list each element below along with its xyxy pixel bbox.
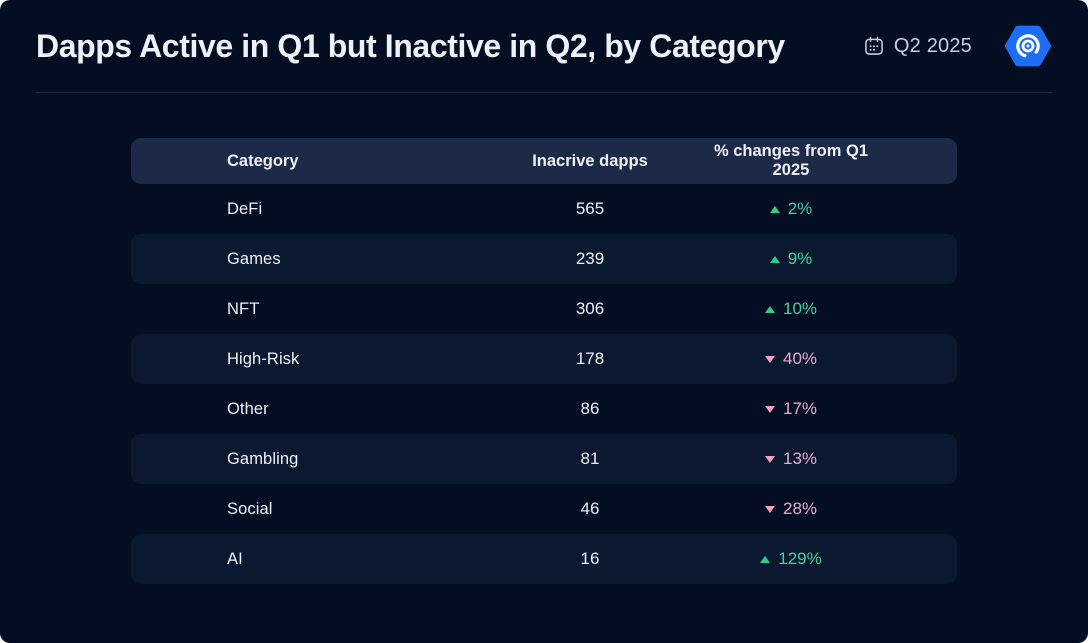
category-cell: NFT <box>227 299 260 318</box>
header-right-group: Q2 2025 <box>863 22 1052 70</box>
table-row: Games 239 9% <box>131 234 957 284</box>
table-row: NFT 306 10% <box>131 284 957 334</box>
column-header-change: % changes from Q1 2025 <box>713 141 869 179</box>
trend-arrow-icon <box>760 555 771 563</box>
trend-arrow-icon <box>764 505 775 513</box>
header-bar: Dapps Active in Q1 but Inactive in Q2, b… <box>36 0 1052 92</box>
category-cell: High-Risk <box>227 349 300 368</box>
trend-arrow-icon <box>764 355 775 363</box>
page-title: Dapps Active in Q1 but Inactive in Q2, b… <box>36 27 785 64</box>
change-cell: 129% <box>686 534 896 584</box>
change-cell: 13% <box>686 434 896 484</box>
inactive-dapps-cell: 239 <box>575 249 605 268</box>
header-divider <box>36 92 1052 93</box>
trend-arrow-icon <box>764 405 775 413</box>
table-row: Social 46 28% <box>131 484 957 534</box>
change-cell: 17% <box>686 384 896 434</box>
category-cell: Games <box>227 249 281 268</box>
inactive-dapps-cell: 16 <box>580 549 600 568</box>
dappradar-logo-icon <box>1005 25 1051 67</box>
table-body: DeFi 565 2% Games 239 9% NFT 306 10% Hig… <box>131 184 957 584</box>
categories-table: Category Inacrive dapps % changes from Q… <box>131 138 957 584</box>
trend-arrow-icon <box>764 305 775 313</box>
inactive-dapps-cell: 565 <box>575 199 605 218</box>
period-badge: Q2 2025 <box>863 35 972 58</box>
change-cell: 40% <box>686 334 896 384</box>
table-header-row: Category Inacrive dapps % changes from Q… <box>131 138 957 184</box>
change-value: 17% <box>782 399 818 418</box>
change-value: 40% <box>782 349 818 368</box>
inactive-dapps-cell: 81 <box>580 449 600 468</box>
inactive-dapps-cell: 178 <box>575 349 605 368</box>
inactive-dapps-cell: 46 <box>580 499 600 518</box>
change-value: 10% <box>782 299 818 318</box>
trend-arrow-icon <box>769 205 780 213</box>
change-cell: 2% <box>686 184 896 234</box>
category-cell: Gambling <box>227 449 299 468</box>
change-value: 129% <box>778 549 822 568</box>
category-cell: DeFi <box>227 199 263 218</box>
trend-arrow-icon <box>764 455 775 463</box>
inactive-dapps-cell: 86 <box>580 399 600 418</box>
table-row: AI 16 129% <box>131 534 957 584</box>
table-row: Other 86 17% <box>131 384 957 434</box>
dappradar-logo <box>1004 22 1052 70</box>
category-cell: Other <box>227 399 269 418</box>
inactive-dapps-cell: 306 <box>575 299 605 318</box>
change-cell: 28% <box>686 484 896 534</box>
change-value: 9% <box>787 249 813 268</box>
change-value: 13% <box>782 449 818 468</box>
change-cell: 9% <box>686 234 896 284</box>
change-cell: 10% <box>686 284 896 334</box>
category-cell: AI <box>227 549 243 568</box>
column-header-category: Category <box>227 151 299 170</box>
change-value: 28% <box>782 499 818 518</box>
period-label: Q2 2025 <box>893 34 972 57</box>
column-header-inactive-dapps: Inacrive dapps <box>532 151 648 170</box>
category-cell: Social <box>227 499 273 518</box>
change-value: 2% <box>787 199 813 218</box>
calendar-icon <box>865 36 883 55</box>
table-row: Gambling 81 13% <box>131 434 957 484</box>
table-row: DeFi 565 2% <box>131 184 957 234</box>
trend-arrow-icon <box>769 255 780 263</box>
table-row: High-Risk 178 40% <box>131 334 957 384</box>
